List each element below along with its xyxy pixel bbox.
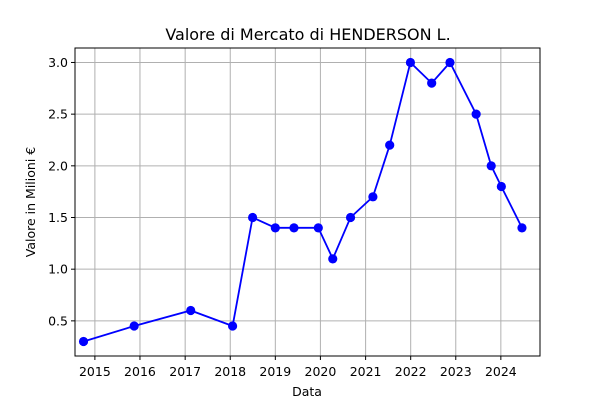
data-point — [471, 109, 481, 119]
data-point — [385, 140, 395, 150]
x-axis: 2015 2016 2017 2018 2019 2020 2021 2022 2023 2024 — [79, 356, 517, 379]
x-tick-label: 2018 — [214, 364, 246, 379]
data-point — [78, 336, 89, 347]
data-point — [227, 321, 238, 331]
data-point — [328, 254, 338, 264]
y-tick-label: 0.5 — [48, 313, 68, 328]
plot-frame — [74, 47, 541, 357]
data-point — [270, 223, 280, 233]
data-point — [129, 321, 139, 331]
y-tick-label: 1.0 — [48, 262, 68, 277]
data-point — [186, 305, 196, 316]
y-tick-label: 1.5 — [48, 210, 68, 225]
series-layer — [78, 57, 527, 347]
data-point — [517, 223, 527, 233]
data-point — [289, 223, 299, 233]
x-tick-label: 2021 — [350, 364, 382, 379]
data-point — [486, 161, 496, 171]
data-point — [445, 57, 455, 68]
data-point — [368, 192, 378, 202]
x-tick-label: 2024 — [485, 364, 517, 379]
x-tick-label: 2019 — [259, 364, 291, 379]
data-point — [248, 212, 258, 223]
x-tick-label: 2020 — [305, 364, 337, 379]
x-tick-label: 2023 — [440, 364, 472, 379]
chart-title: Valore di Mercato di HENDERSON L. — [165, 25, 450, 44]
x-tick-label: 2015 — [79, 364, 111, 379]
data-point — [345, 212, 356, 223]
y-axis-label: Valore in Milioni € — [23, 147, 38, 257]
y-tick-label: 3.0 — [48, 55, 68, 70]
x-tick-label: 2016 — [124, 364, 156, 379]
y-tick-label: 2.5 — [48, 107, 68, 122]
y-axis: 0.5 1.0 1.5 2.0 2.5 3.0 — [48, 55, 75, 328]
data-point — [496, 181, 506, 192]
data-point — [313, 223, 323, 233]
x-tick-label: 2017 — [169, 364, 201, 379]
x-tick-label: 2022 — [395, 364, 427, 379]
y-tick-label: 2.0 — [48, 158, 68, 173]
data-point — [427, 78, 437, 88]
grid — [75, 48, 540, 356]
data-point — [405, 57, 416, 68]
x-axis-label: Data — [292, 384, 322, 399]
